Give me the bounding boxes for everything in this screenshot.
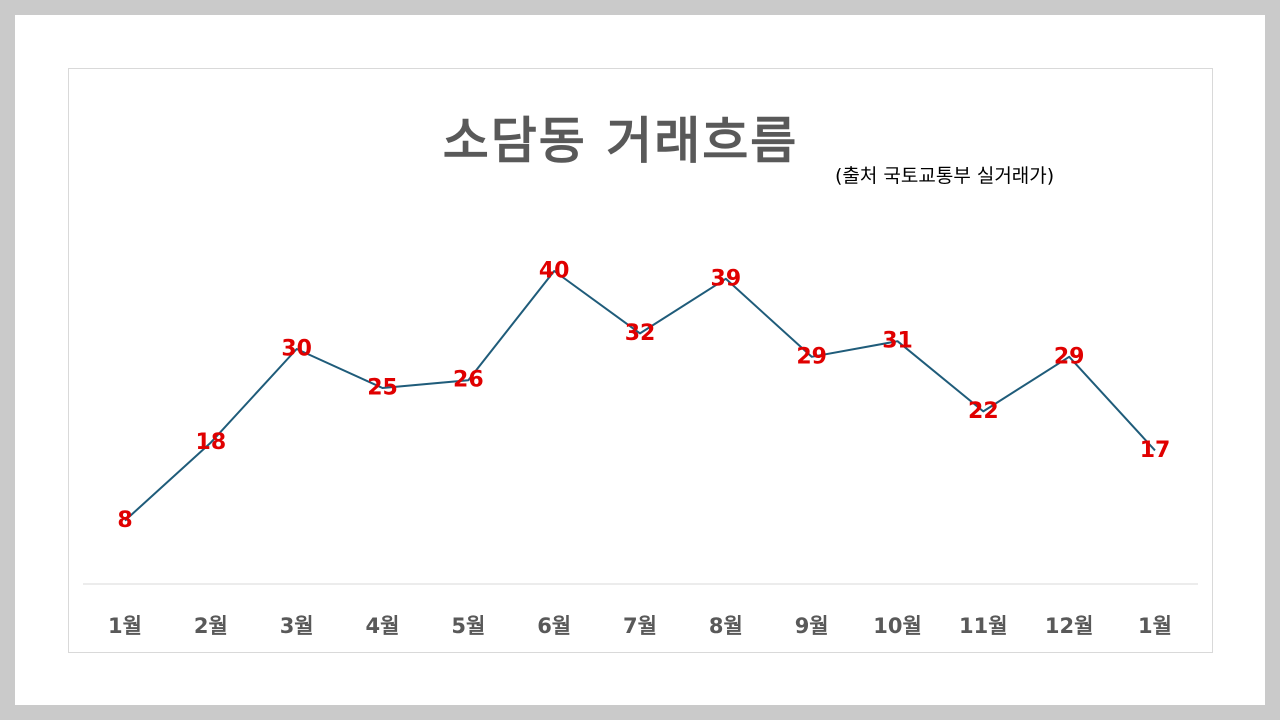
x-tick-label: 11월	[959, 614, 1008, 638]
data-label: 22	[968, 399, 999, 424]
x-tick-label: 1월	[108, 614, 142, 638]
x-tick-label: 10월	[873, 614, 922, 638]
data-label: 29	[1054, 344, 1085, 369]
chart-subtitle: (출처 국토교통부 실거래가)	[835, 165, 1055, 187]
data-label: 26	[453, 368, 484, 393]
x-tick-label: 2월	[194, 614, 228, 638]
x-tick-label: 3월	[280, 614, 314, 638]
slide: 소담동 거래흐름 (출처 국토교통부 실거래가) 8 18 30 25 26 40 32 39…	[15, 15, 1265, 705]
chart-frame: 소담동 거래흐름 (출처 국토교통부 실거래가) 8 18 30 25 26 40 32 39…	[68, 68, 1213, 653]
series-line	[124, 270, 1156, 522]
data-label: 25	[367, 376, 398, 401]
data-label: 39	[711, 266, 742, 291]
data-label: 8	[117, 508, 132, 533]
x-tick-label: 4월	[366, 614, 400, 638]
x-tick-label: 8월	[709, 614, 743, 638]
x-tick-label: 9월	[795, 614, 829, 638]
x-tick-label: 12월	[1045, 614, 1094, 638]
data-label: 29	[796, 344, 827, 369]
x-tick-label: 6월	[537, 614, 571, 638]
chart-title: 소담동 거래흐름	[442, 112, 799, 170]
data-label: 18	[196, 430, 227, 455]
data-label: 30	[281, 337, 312, 362]
data-label: 40	[539, 259, 570, 284]
data-label: 31	[882, 329, 913, 354]
data-label: 17	[1140, 438, 1171, 463]
data-label: 32	[625, 321, 656, 346]
x-tick-label: 1월	[1138, 614, 1172, 638]
line-chart: 8 18 30 25 26 40 32 39 29 31 22 29 17 1월 2월 3월 4월 5월 6월 7월 8…	[83, 259, 1198, 638]
x-tick-label: 7월	[623, 614, 657, 638]
x-tick-label: 5월	[451, 614, 485, 638]
